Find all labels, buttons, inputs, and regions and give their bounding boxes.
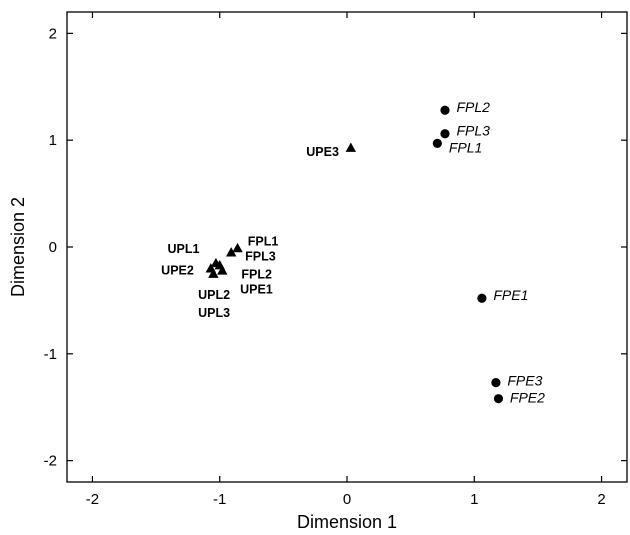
point-label: UPL2 xyxy=(198,288,230,302)
triangle-point xyxy=(208,268,219,278)
point-label: UPL3 xyxy=(198,306,230,320)
x-tick-label: -2 xyxy=(86,491,99,508)
point-label: FPL1 xyxy=(248,235,279,249)
circle-point xyxy=(440,105,450,115)
triangle-point xyxy=(210,257,222,268)
y-tick-label: -2 xyxy=(44,453,57,470)
triangle-point xyxy=(232,242,243,253)
point-label: FPE2 xyxy=(510,390,545,406)
x-tick-label: -1 xyxy=(213,491,226,508)
triangle-point xyxy=(225,247,237,257)
axis-ticks xyxy=(67,12,627,482)
point-label: FPL1 xyxy=(449,140,482,156)
point-label: FPL2 xyxy=(456,99,490,115)
plot-frame xyxy=(66,11,628,483)
point-label: FPL2 xyxy=(241,268,272,282)
circle-point xyxy=(491,378,501,388)
point-label: FPL3 xyxy=(245,250,276,264)
triangle-point xyxy=(217,265,228,275)
y-tick-label: 2 xyxy=(49,25,57,42)
point-label: UPE1 xyxy=(240,283,273,297)
x-tick-label: 0 xyxy=(343,491,351,508)
circle-point xyxy=(477,293,487,303)
y-tick-label: -1 xyxy=(44,346,57,363)
x-tick-labels: -2 -1 0 1 2 xyxy=(86,491,606,508)
x-tick-label: 2 xyxy=(597,491,605,508)
y-tick-label: 1 xyxy=(49,132,57,149)
point-labels: UPE3FPL1FPL3FPL2UPE1UPL1UPE2UPL2UPL3FPL2… xyxy=(161,99,545,406)
x-axis-title: Dimension 1 xyxy=(297,512,397,532)
point-label: FPE1 xyxy=(493,287,528,303)
triangle-point xyxy=(345,142,357,152)
circle-point xyxy=(493,394,504,404)
y-axis-title: Dimension 2 xyxy=(8,197,28,297)
circle-point xyxy=(440,129,450,139)
point-label: FPL3 xyxy=(456,123,490,139)
x-tick-label: 1 xyxy=(470,491,478,508)
point-label: UPE3 xyxy=(306,145,339,159)
y-tick-label: 0 xyxy=(49,239,57,256)
data-markers xyxy=(205,105,504,404)
point-label: UPL1 xyxy=(168,242,200,256)
point-label: FPE3 xyxy=(507,373,542,389)
y-tick-labels: 2 1 0 -1 -2 xyxy=(44,25,57,469)
circle-point xyxy=(432,138,442,148)
point-label: UPE2 xyxy=(161,263,194,277)
